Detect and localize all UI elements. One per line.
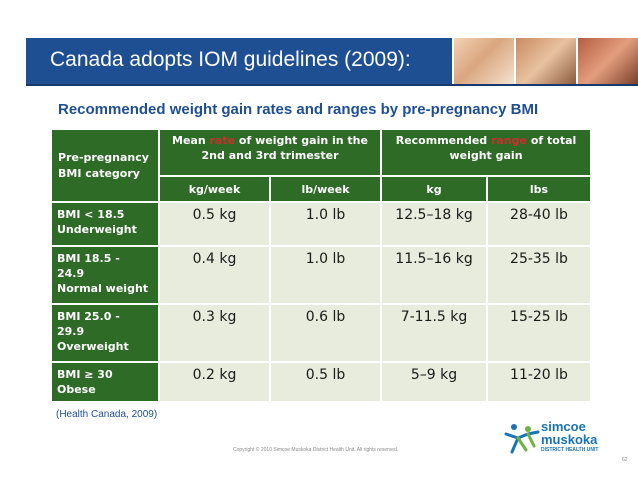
table-row: BMI 25.0 - 29.9 Overweight 0.3 kg 0.6 lb…: [50, 303, 592, 363]
range-highlight: range: [490, 134, 527, 147]
lb-week-cell: 1.0 lb: [269, 201, 382, 247]
kg-week-cell: 0.2 kg: [158, 361, 271, 403]
slide-title: Canada adopts IOM guidelines (2009):: [50, 48, 411, 71]
lbs-range-cell: 25-35 lb: [486, 245, 592, 305]
rate-header: Mean rate of weight gain in the 2nd and …: [158, 128, 382, 177]
copyright-notice: Copyright © 2010 Simcoe Muskoka District…: [233, 447, 399, 453]
table-row: BMI 18.5 - 24.9 Normal weight 0.4 kg 1.0…: [50, 245, 592, 305]
kg-range-cell: 5–9 kg: [380, 361, 488, 403]
range-header: Recommended range of total weight gain: [380, 128, 592, 177]
bmi-category: BMI ≥ 30 Obese: [50, 361, 160, 403]
kg-week-cell: 0.5 kg: [158, 201, 271, 247]
kg-range-cell: 7-11.5 kg: [380, 303, 488, 363]
kg-range-cell: 12.5–18 kg: [380, 201, 488, 247]
page-number: 62: [622, 457, 628, 463]
table-subtitle: Recommended weight gain rates and ranges…: [58, 101, 539, 118]
unit-header: kg: [380, 175, 488, 203]
logo-text-muskoka: muskoka: [541, 432, 598, 447]
logo-figure-icon: [504, 424, 540, 454]
category-header: Pre-pregnancy BMI category: [50, 128, 160, 203]
bmi-category: BMI < 18.5 Underweight: [50, 201, 160, 247]
rate-highlight: rate: [209, 134, 236, 147]
logo-text-simcoe: simcoe: [541, 419, 586, 434]
table-row: BMI < 18.5 Underweight 0.5 kg 1.0 lb 12.…: [50, 201, 592, 247]
source-citation: (Health Canada, 2009): [56, 409, 158, 420]
banner-photos: [452, 38, 638, 84]
lbs-range-cell: 11-20 lb: [486, 361, 592, 403]
kg-range-cell: 11.5–16 kg: [380, 245, 488, 305]
lbs-range-cell: 15-25 lb: [486, 303, 592, 363]
lbs-range-cell: 28-40 lb: [486, 201, 592, 247]
unit-header: kg/week: [158, 175, 271, 203]
weight-gain-table: Pre-pregnancy BMI category Mean rate of …: [50, 128, 592, 403]
bmi-category: BMI 25.0 - 29.9 Overweight: [50, 303, 160, 363]
kg-week-cell: 0.3 kg: [158, 303, 271, 363]
kg-week-cell: 0.4 kg: [158, 245, 271, 305]
unit-header: lbs: [486, 175, 592, 203]
lb-week-cell: 1.0 lb: [269, 245, 382, 305]
hands-photo-1: [452, 38, 514, 84]
logo-text-unit: DISTRICT HEALTH UNIT: [541, 447, 599, 453]
simcoe-muskoka-logo: simcoe muskoka DISTRICT HEALTH UNIT: [504, 419, 609, 457]
lb-week-cell: 0.6 lb: [269, 303, 382, 363]
lb-week-cell: 0.5 lb: [269, 361, 382, 403]
hands-photo-2: [514, 38, 576, 84]
unit-header: lb/week: [269, 175, 382, 203]
hands-photo-3: [576, 38, 638, 84]
table-row: BMI ≥ 30 Obese 0.2 kg 0.5 lb 5–9 kg 11-2…: [50, 361, 592, 403]
bmi-category: BMI 18.5 - 24.9 Normal weight: [50, 245, 160, 305]
